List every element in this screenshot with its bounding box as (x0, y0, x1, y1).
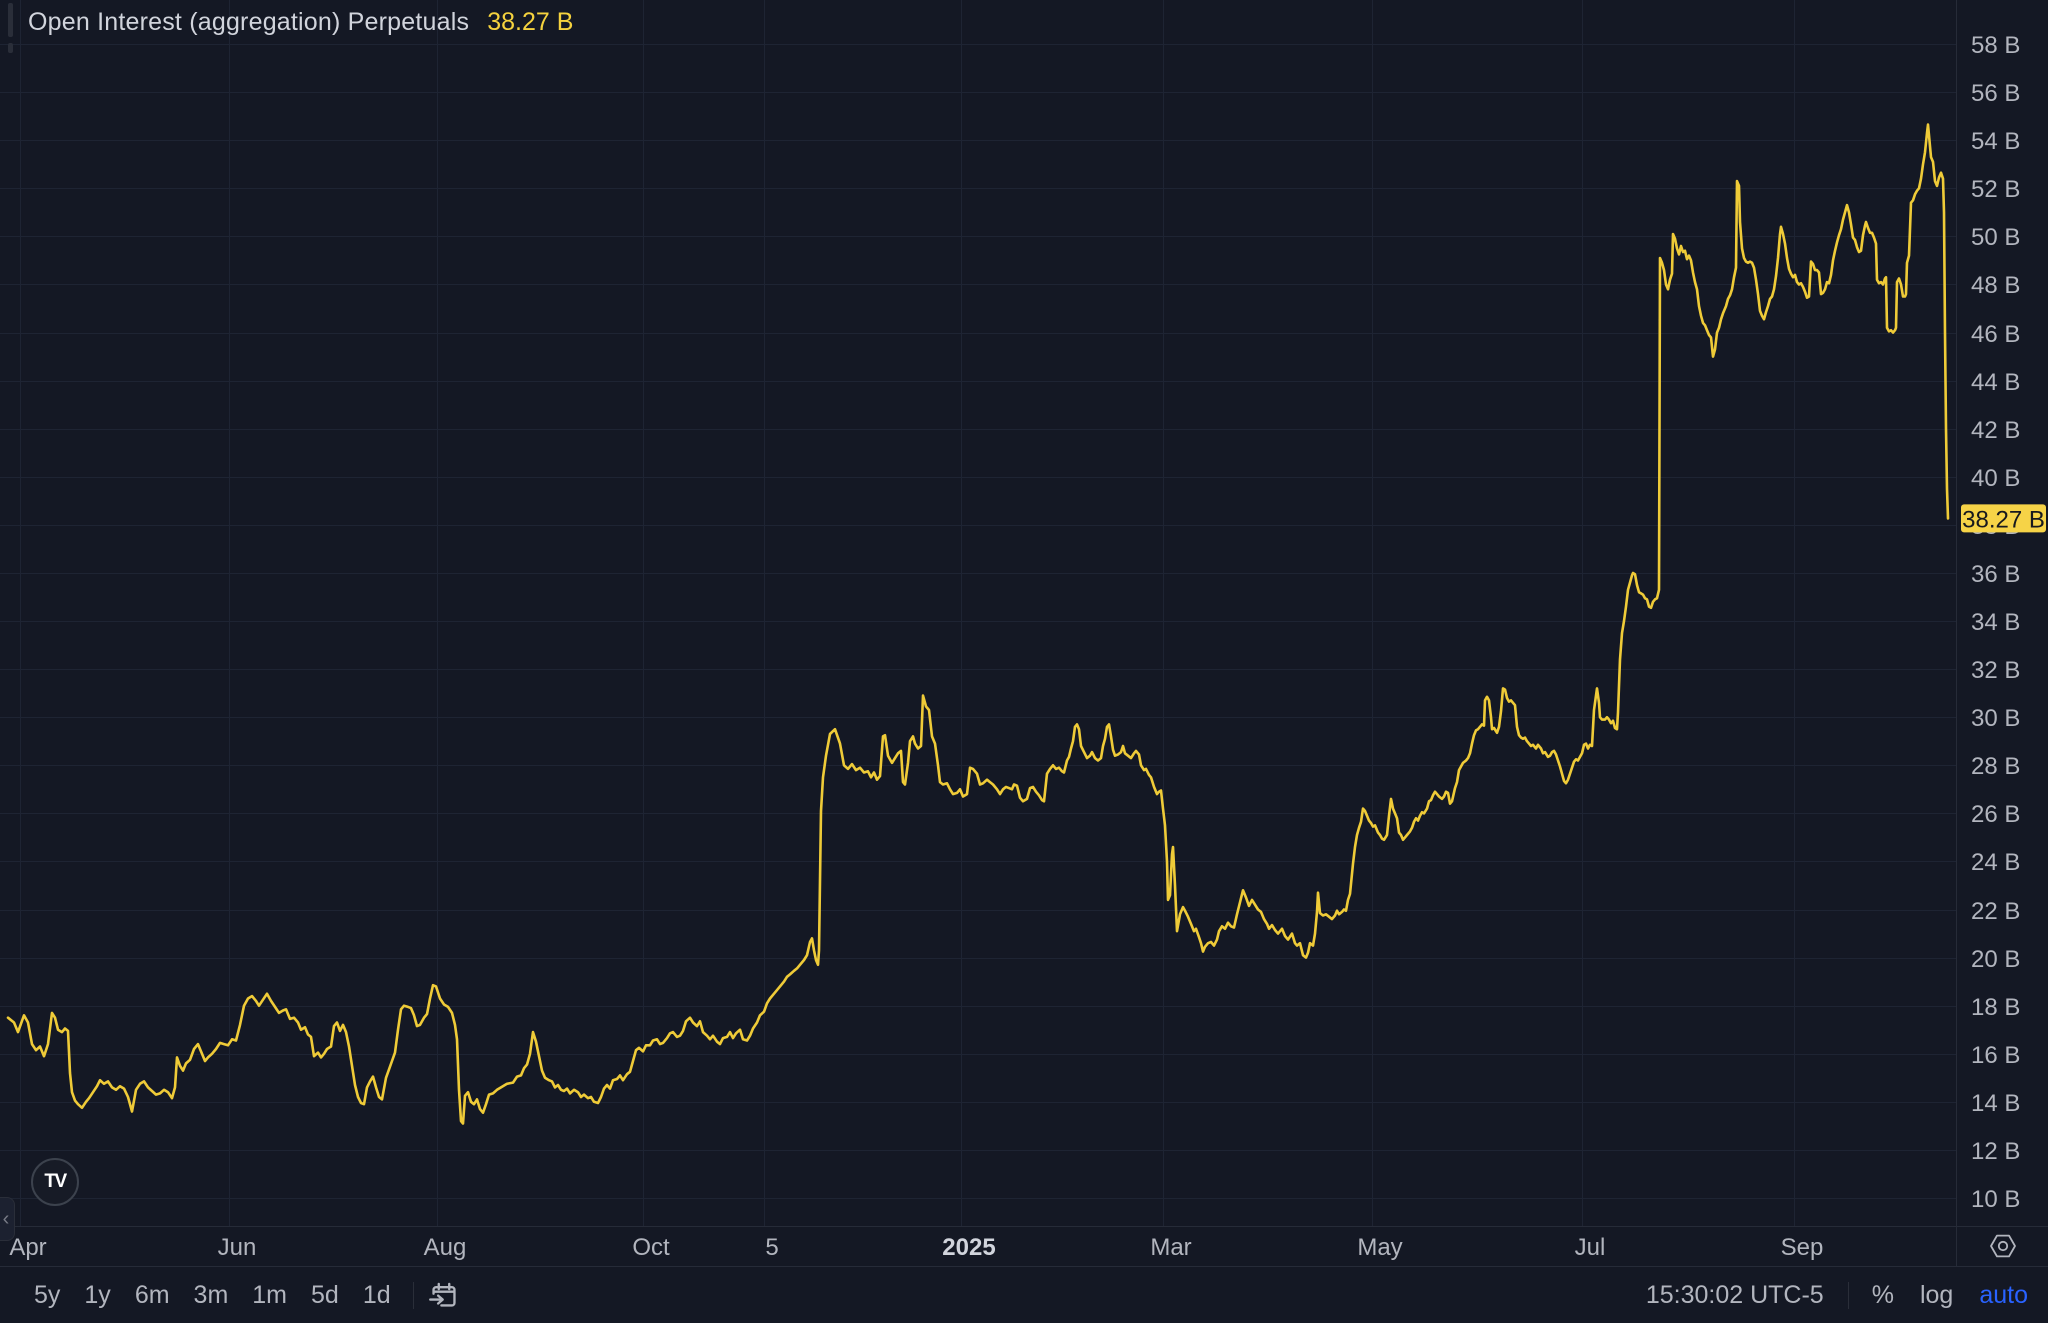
toolbar-divider (412, 1281, 414, 1309)
time-tick-label: Mar (1150, 1234, 1191, 1261)
price-tick-label: 42 B (1971, 417, 2020, 444)
collapse-watchlist-tab[interactable]: ‹ (0, 1197, 15, 1241)
clock-display[interactable]: 15:30:02 UTC-5 (1645, 1280, 1824, 1309)
price-axis[interactable]: 58 B 56 B 54 B 52 B 50 B 48 B 46 B 44 B 42 B 40 B… (1971, 32, 2020, 1213)
indicator-last-value: 38.27 B (487, 8, 574, 36)
time-tick-label: 5 (765, 1234, 778, 1261)
time-tick-label: May (1357, 1234, 1402, 1261)
tradingview-logo-glyph: TV (44, 1171, 67, 1192)
indicator-title: Open Interest (aggregation) Perpetuals (28, 8, 470, 36)
log-scale-toggle[interactable]: log (1919, 1280, 1954, 1309)
price-tick-label: 18 B (1971, 994, 2020, 1021)
time-axis[interactable]: Apr Jun Aug Oct 5 2025 Mar May Jul Sep (9, 1234, 1823, 1261)
price-tick-label: 44 B (1971, 369, 2020, 396)
chart-pane[interactable]: 58 B 56 B 54 B 52 B 50 B 48 B 46 B 44 B 42 B 40 B… (0, 0, 2048, 1266)
toolbar-right-group: 15:30:02 UTC-5 % log auto (1632, 1281, 2048, 1310)
percent-scale-toggle[interactable]: % (1871, 1280, 1894, 1309)
hexagon-gear-dot (1997, 1240, 2009, 1252)
time-tick-label: 2025 (942, 1234, 995, 1261)
price-tick-label: 20 B (1971, 946, 2020, 973)
time-tick-label: Jul (1575, 1234, 1606, 1261)
price-tick-label: 48 B (1971, 272, 2020, 299)
price-tick-label: 54 B (1971, 128, 2020, 155)
open-interest-line (6, 123, 1950, 1125)
time-tick-label: Sep (1781, 1234, 1824, 1261)
price-tick-label: 16 B (1971, 1042, 2020, 1069)
range-button-6m[interactable]: 6m (134, 1280, 170, 1309)
tradingview-logo[interactable]: TV (31, 1158, 79, 1206)
time-tick-label: Oct (632, 1234, 670, 1261)
time-tick-label: Jun (218, 1234, 257, 1261)
price-tick-label: 14 B (1971, 1090, 2020, 1117)
price-tick-label: 34 B (1971, 609, 2020, 636)
price-tick-label: 32 B (1971, 657, 2020, 684)
toolbar-divider (1847, 1281, 1849, 1309)
price-tick-label: 10 B (1971, 1186, 2020, 1213)
price-tick-label: 28 B (1971, 753, 2020, 780)
range-switcher: 5y 1y 6m 3m 1m 5d 1d (0, 1278, 403, 1313)
price-badge-text: 38.27 B (1962, 506, 2045, 533)
range-button-1d[interactable]: 1d (362, 1280, 391, 1309)
bottom-toolbar: 5y 1y 6m 3m 1m 5d 1d 15:30:02 UTC-5 % log auto (0, 1266, 2048, 1323)
range-button-1y[interactable]: 1y (84, 1280, 111, 1309)
range-button-5y[interactable]: 5y (34, 1280, 61, 1309)
chevron-left-icon: ‹ (2, 1208, 10, 1230)
range-button-5d[interactable]: 5d (311, 1280, 339, 1309)
price-tick-label: 52 B (1971, 176, 2020, 203)
auto-scale-toggle[interactable]: auto (1979, 1280, 2028, 1309)
grid (0, 0, 1956, 1226)
price-tick-label: 36 B (1971, 561, 2020, 588)
price-tick-label: 46 B (1971, 321, 2020, 348)
price-tick-label: 40 B (1971, 465, 2020, 492)
price-tick-label: 12 B (1971, 1138, 2020, 1165)
price-badge: 38.27 B (1961, 504, 2046, 533)
range-button-3m[interactable]: 3m (193, 1280, 229, 1309)
hexagon-gear-icon (1990, 1234, 2016, 1258)
legend[interactable]: Open Interest (aggregation) Perpetuals 3… (28, 8, 573, 37)
price-tick-label: 22 B (1971, 898, 2020, 925)
time-tick-label: Aug (424, 1234, 467, 1261)
price-tick-label: 24 B (1971, 849, 2020, 876)
time-tick-label: Apr (9, 1234, 46, 1261)
price-tick-label: 58 B (1971, 32, 2020, 59)
go-to-date-button[interactable] (424, 1276, 464, 1314)
left-panel-edge-marks (8, 3, 13, 55)
calendar-arrow-icon (428, 1282, 456, 1307)
price-tick-label: 56 B (1971, 80, 2020, 107)
axis-borders (0, 0, 2048, 1266)
axis-settings-button[interactable] (1990, 1234, 2016, 1258)
price-tick-label: 30 B (1971, 705, 2020, 732)
price-tick-label: 26 B (1971, 801, 2020, 828)
range-button-1m[interactable]: 1m (252, 1280, 288, 1309)
price-tick-label: 50 B (1971, 224, 2020, 251)
